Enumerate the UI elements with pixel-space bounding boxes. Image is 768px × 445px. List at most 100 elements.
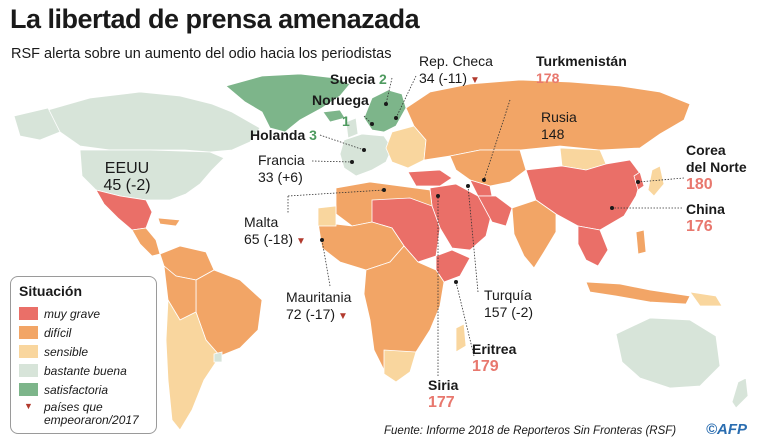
label-corea-line2: del Norte xyxy=(686,159,747,175)
region-western-europe xyxy=(339,133,393,177)
label-holanda-value: 3 xyxy=(309,127,317,143)
region-japan xyxy=(647,165,665,197)
region-alaska xyxy=(13,107,61,141)
region-papua xyxy=(689,291,723,307)
label-siria-value: 177 xyxy=(428,394,455,411)
label-china: China 176 xyxy=(686,201,725,235)
label-rep-checa: Rep. Checa 34 (-11) ▼ xyxy=(419,53,493,89)
label-suecia: Suecia 2 xyxy=(330,71,387,88)
label-turquia-value: 157 (-2) xyxy=(484,304,534,320)
region-greenland xyxy=(225,73,351,133)
label-siria-name: Siria xyxy=(428,377,459,393)
region-cuba xyxy=(157,217,181,227)
legend-title: Situación xyxy=(19,283,83,299)
legend-worsened-line2: empeoraron/2017 xyxy=(44,413,139,427)
region-uk xyxy=(345,117,359,139)
region-central-asia xyxy=(449,149,527,187)
label-rusia-name: Rusia xyxy=(541,109,577,125)
afp-logo: ©AFP xyxy=(706,421,748,438)
region-australia xyxy=(615,317,721,389)
region-turkey xyxy=(407,169,453,187)
label-eritrea-value: 179 xyxy=(472,358,499,375)
region-india xyxy=(511,199,557,269)
label-noruega-value: 1 xyxy=(342,113,350,129)
label-holanda-name: Holanda xyxy=(250,127,306,143)
label-rusia-value: 148 xyxy=(541,126,565,142)
location-dots xyxy=(320,102,640,284)
label-corea-line1: Corea xyxy=(686,142,726,158)
legend-label: sensible xyxy=(44,344,89,359)
label-turquia: Turquía 157 (-2) xyxy=(484,287,533,321)
legend-swatch xyxy=(19,383,38,396)
region-argentina-chile xyxy=(165,298,221,431)
region-indonesia xyxy=(585,281,691,305)
region-philippines xyxy=(635,229,647,255)
label-rep-checa-name: Rep. Checa xyxy=(419,53,493,69)
label-suecia-name: Suecia xyxy=(330,71,376,87)
label-china-value: 176 xyxy=(686,218,713,235)
worsened-triangle-icon: ▼ xyxy=(469,75,480,86)
label-noruega-name: Noruega xyxy=(312,92,369,108)
legend-label: satisfactoria xyxy=(44,382,109,397)
legend-label: muy grave xyxy=(44,306,101,321)
legend-label: bastante buena xyxy=(44,363,127,378)
label-francia-value: 33 (+6) xyxy=(258,169,303,185)
label-eeuu-name: EEUU xyxy=(104,160,150,177)
region-russia xyxy=(405,79,691,161)
legend: Situación muy grave difícil sensible bas… xyxy=(10,276,157,434)
label-china-name: China xyxy=(686,201,725,217)
legend-worsened-line1: países que xyxy=(44,400,103,414)
region-southern-africa xyxy=(383,349,417,383)
legend-item: bastante buena xyxy=(19,361,148,380)
region-iceland xyxy=(322,109,346,123)
label-mauritania-value: 72 (-17) xyxy=(286,306,336,322)
legend-label: difícil xyxy=(44,325,72,340)
region-madagascar xyxy=(455,323,467,353)
label-malta: Malta 65 (-18) ▼ xyxy=(244,214,306,250)
label-corea: Corea del Norte 180 xyxy=(686,142,747,193)
legend-swatch xyxy=(19,364,38,377)
label-eeuu-value: 45 (-2) xyxy=(103,177,151,194)
legend-item: satisfactoria xyxy=(19,380,148,399)
label-francia: Francia 33 (+6) xyxy=(258,152,305,186)
label-turquia-name: Turquía xyxy=(484,287,532,303)
legend-label-worsened: países que empeoraron/2017 xyxy=(44,401,139,427)
label-mauritania-name: Mauritania xyxy=(286,289,352,305)
label-rusia: Rusia 148 xyxy=(541,109,577,143)
label-noruega: Noruega 1 xyxy=(312,92,372,130)
label-suecia-value: 2 xyxy=(379,71,387,87)
legend-swatch xyxy=(19,326,38,339)
legend-item: muy grave xyxy=(19,304,148,323)
label-malta-name: Malta xyxy=(244,214,279,230)
label-mauritania: Mauritania 72 (-17) ▼ xyxy=(286,289,351,325)
label-eeuu: EEUU 45 (-2) xyxy=(92,160,162,194)
legend-item: sensible xyxy=(19,342,148,361)
label-francia-name: Francia xyxy=(258,152,305,168)
region-central-america xyxy=(131,227,161,257)
worsened-triangle-icon: ▼ xyxy=(338,311,348,322)
label-eritrea: Eritrea 179 xyxy=(472,341,516,375)
region-southeast-asia xyxy=(577,225,609,267)
label-turkmenistan-value: 178 xyxy=(536,70,560,86)
region-uruguay xyxy=(213,351,223,363)
region-central-africa xyxy=(363,245,445,371)
page-title: La libertad de prensa amenazada xyxy=(10,4,420,34)
worsened-triangle-icon: ▼ xyxy=(296,236,306,247)
label-malta-value: 65 (-18) xyxy=(244,231,294,247)
legend-swatch xyxy=(19,307,38,320)
label-holanda: Holanda 3 xyxy=(250,127,317,144)
region-new-zealand xyxy=(731,377,749,409)
label-eritrea-name: Eritrea xyxy=(472,341,517,357)
page-subtitle: RSF alerta sobre un aumento del odio hac… xyxy=(11,46,392,62)
leader-lines xyxy=(287,75,685,376)
worsened-triangle-icon: ▼ xyxy=(24,401,33,411)
label-rep-checa-value: 34 (-11) xyxy=(419,70,467,86)
legend-swatch xyxy=(19,345,38,358)
label-siria: Siria 177 xyxy=(428,377,458,411)
legend-item-worsened: ▼ países que empeoraron/2017 xyxy=(19,399,148,429)
region-canada xyxy=(47,91,261,153)
legend-item: difícil xyxy=(19,323,148,342)
source-note: Fuente: Informe 2018 de Reporteros Sin F… xyxy=(384,425,677,437)
region-iran xyxy=(477,195,513,227)
